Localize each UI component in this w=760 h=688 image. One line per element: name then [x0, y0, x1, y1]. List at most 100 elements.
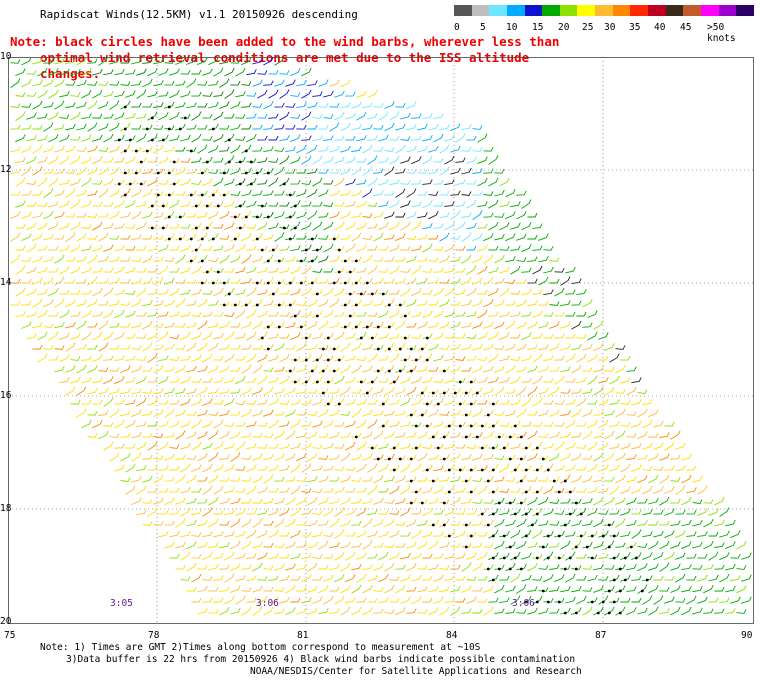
wind-barb	[323, 377, 334, 383]
wind-barb	[499, 332, 510, 341]
wind-barb	[279, 155, 290, 165]
wind-barb	[631, 509, 642, 515]
wind-barb	[565, 596, 576, 604]
wind-barb	[604, 452, 615, 462]
wind-barb	[323, 179, 334, 185]
wind-barb	[730, 596, 741, 604]
wind-barb	[301, 180, 312, 185]
wind-barb	[175, 233, 186, 241]
wind-barb	[373, 277, 384, 285]
wind-barb	[450, 564, 461, 570]
wind-barb	[345, 551, 356, 561]
wind-barb	[411, 135, 422, 141]
wind-barb	[164, 432, 175, 438]
wind-barb	[488, 508, 499, 516]
wind-barb	[681, 496, 692, 506]
wind-barb	[389, 244, 400, 252]
wind-barb	[505, 562, 516, 572]
wind-barb	[384, 518, 395, 528]
wind-map[interactable]	[8, 57, 754, 624]
wind-barb	[455, 443, 466, 449]
wind-barb	[274, 410, 285, 416]
wind-barb	[186, 455, 197, 460]
wind-barb	[703, 499, 714, 504]
wind-barb	[373, 189, 384, 197]
contamination-circle	[189, 149, 193, 153]
contamination-circle	[271, 248, 275, 252]
contamination-circle	[574, 501, 578, 505]
contamination-circle	[425, 402, 429, 406]
wind-barb	[389, 310, 400, 319]
contamination-circle	[222, 281, 226, 285]
wind-barb	[554, 597, 565, 603]
wind-barb	[411, 265, 422, 275]
wind-barb	[488, 443, 499, 449]
wind-barb	[422, 353, 433, 363]
wind-barb	[620, 486, 631, 494]
contamination-circle	[299, 281, 303, 285]
lon-label-90: 90	[741, 630, 753, 641]
wind-barb	[406, 255, 417, 263]
wind-barb	[263, 386, 274, 396]
wind-barb	[109, 100, 120, 110]
wind-barb	[516, 233, 527, 241]
wind-barb	[466, 399, 477, 405]
wind-barb	[219, 388, 230, 394]
wind-barb	[389, 485, 400, 495]
wind-barb	[301, 155, 312, 165]
wind-barb	[312, 221, 323, 231]
wind-barb	[697, 485, 708, 495]
wind-barb	[384, 211, 395, 219]
wind-barb	[10, 190, 21, 196]
contamination-circle	[640, 589, 644, 593]
contamination-circle	[277, 281, 281, 285]
wind-barb	[345, 135, 356, 141]
wind-barb	[598, 595, 609, 605]
wind-barb	[362, 476, 373, 482]
wind-barb	[560, 453, 571, 462]
wind-barb	[70, 155, 81, 165]
wind-barb	[362, 343, 373, 351]
wind-barb	[499, 200, 510, 208]
wind-barb	[65, 299, 76, 308]
wind-barb	[356, 597, 367, 603]
wind-barb	[604, 564, 615, 570]
wind-barb	[422, 179, 433, 185]
contamination-circle	[337, 248, 341, 252]
wind-barb	[285, 476, 296, 482]
wind-barb	[444, 464, 455, 473]
wind-barb	[114, 112, 125, 120]
wind-barb	[389, 265, 400, 275]
wind-barb	[384, 364, 395, 374]
wind-barb	[461, 276, 472, 286]
wind-barb	[175, 167, 186, 175]
wind-barb	[554, 487, 565, 493]
wind-barb	[175, 541, 186, 549]
wind-barb	[186, 586, 197, 592]
wind-barb	[356, 419, 367, 429]
wind-barb	[263, 520, 274, 526]
wind-barb	[48, 245, 59, 251]
wind-barb	[461, 212, 472, 218]
wind-barb	[516, 584, 527, 594]
wind-barb	[571, 475, 582, 484]
wind-barb	[323, 243, 334, 253]
wind-barb	[411, 574, 422, 582]
wind-barb	[653, 530, 664, 538]
wind-barb	[400, 463, 411, 473]
wind-barb	[362, 124, 373, 131]
wind-barb	[15, 134, 26, 143]
wind-barb	[230, 278, 241, 284]
wind-barb	[246, 245, 257, 251]
wind-barb	[587, 554, 598, 559]
wind-barb	[571, 540, 582, 550]
contamination-circle	[469, 534, 473, 538]
wind-barb	[246, 464, 257, 472]
wind-barb	[76, 189, 87, 197]
contamination-circle	[398, 457, 402, 461]
wind-barb	[279, 111, 290, 121]
wind-barb	[136, 287, 147, 297]
wind-barb	[32, 144, 43, 154]
wind-barb	[323, 202, 334, 207]
wind-barb	[169, 310, 180, 318]
